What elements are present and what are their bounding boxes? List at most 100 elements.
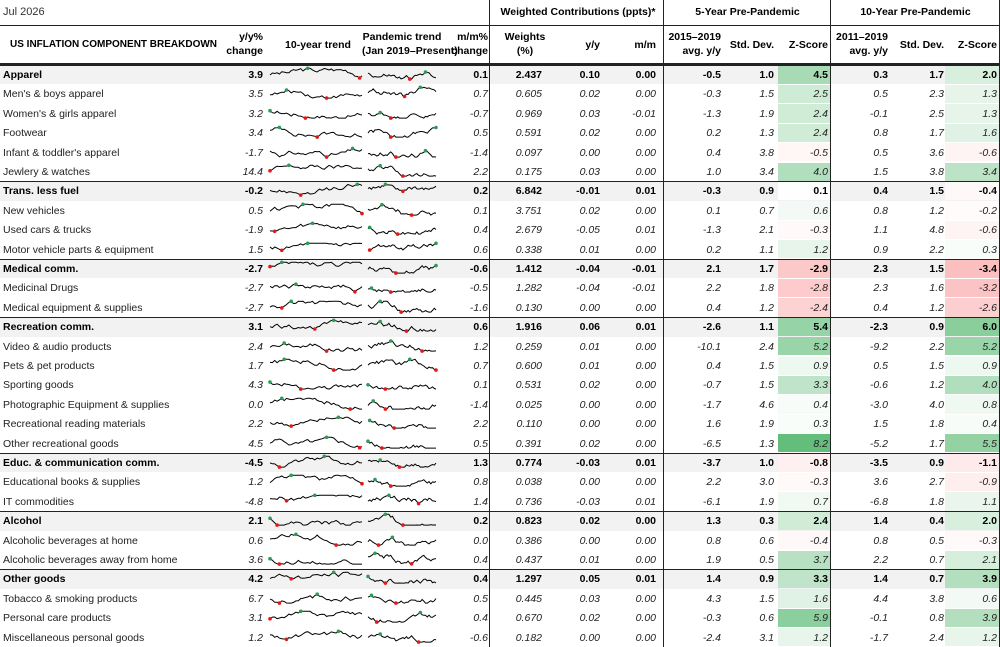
component-name: Men's & boys apparel bbox=[3, 88, 104, 101]
zscore-5yr: -0.5 bbox=[809, 146, 828, 159]
avg-5yr: 0.4 bbox=[706, 146, 721, 159]
pandemic-trend-sparkline bbox=[368, 551, 437, 566]
avg-5yr: 0.4 bbox=[706, 360, 721, 372]
avg-5yr: 0.2 bbox=[706, 243, 721, 256]
sparkline-low-marker bbox=[277, 601, 282, 605]
sparkline-low-marker bbox=[392, 426, 396, 431]
stddev-5yr: 0.7 bbox=[759, 204, 774, 217]
zscore-5yr: 0.1 bbox=[813, 185, 828, 198]
sparkline-low-marker bbox=[268, 264, 272, 269]
stddev-5yr: 1.2 bbox=[759, 301, 774, 314]
yy-change: 4.5 bbox=[248, 437, 263, 450]
contrib-mm: 0.01 bbox=[635, 224, 656, 237]
zscore-heat-cell bbox=[945, 84, 999, 104]
sparkline-path bbox=[367, 459, 437, 468]
pandemic-trend-sparkline bbox=[367, 357, 438, 372]
trend-10yr-sparkline bbox=[270, 88, 363, 101]
avg-10yr: 2.2 bbox=[873, 554, 888, 566]
weight: 0.605 bbox=[515, 88, 542, 101]
zscore-heat-cell bbox=[778, 608, 830, 628]
weight: 0.259 bbox=[515, 340, 542, 353]
sparkline-path bbox=[367, 479, 437, 488]
sparkline-path bbox=[367, 203, 437, 216]
zscore-5yr: -0.3 bbox=[809, 476, 828, 489]
stddev-10yr: 1.2 bbox=[929, 379, 944, 392]
sparkline-high-marker bbox=[355, 182, 360, 187]
zscore-heat-cell bbox=[778, 414, 830, 434]
trend-10yr-sparkline bbox=[269, 299, 363, 310]
sparkline-low-marker bbox=[401, 523, 405, 528]
sparkline-high-marker bbox=[369, 593, 374, 597]
sparkline-low-marker bbox=[394, 601, 398, 605]
contrib-mm: 0.01 bbox=[635, 321, 656, 334]
stddev-10yr: 1.8 bbox=[929, 495, 944, 508]
sparkline-high-marker bbox=[383, 182, 388, 187]
component-name: Medical comm. bbox=[3, 263, 79, 275]
avg-10yr: 3.6 bbox=[873, 476, 888, 489]
zscore-10yr: 5.2 bbox=[982, 340, 997, 353]
sparkline-high-marker bbox=[289, 473, 293, 478]
stddev-5yr: 1.9 bbox=[759, 418, 774, 431]
weight: 0.025 bbox=[515, 398, 542, 411]
stddev-5yr: 0.6 bbox=[759, 612, 774, 625]
trend-10yr-sparkline bbox=[269, 125, 363, 140]
yy-change: 2.2 bbox=[248, 418, 263, 431]
component-name: Alcoholic beverages at home bbox=[3, 534, 138, 547]
trend-10yr-sparkline bbox=[269, 241, 363, 252]
trend10-header: 10-year trend bbox=[285, 39, 351, 51]
sparkline-path bbox=[269, 610, 363, 620]
sparkline-high-marker bbox=[373, 551, 377, 556]
zscore-heat-cell bbox=[778, 395, 830, 414]
stddev-10yr: 2.3 bbox=[929, 88, 944, 101]
stddev-5yr: 1.0 bbox=[759, 457, 774, 469]
contrib-mm-header: m/m bbox=[634, 39, 656, 51]
zscore-heat-cell bbox=[778, 65, 830, 84]
zscore-10yr: 0.6 bbox=[982, 592, 997, 605]
sparkline-high-marker bbox=[408, 357, 412, 362]
zscore-10yr: 2.0 bbox=[982, 69, 997, 81]
zscore-heat-cell bbox=[778, 472, 830, 492]
pandemic-trend-sparkline bbox=[367, 398, 437, 411]
zscore-heat-cell bbox=[778, 143, 830, 162]
sparkline-high-marker bbox=[324, 435, 329, 439]
sparkline-low-marker bbox=[277, 465, 282, 469]
zscore-5yr: 3.3 bbox=[813, 379, 828, 392]
stddev-10yr: 2.2 bbox=[929, 340, 944, 353]
contrib-yy: -0.05 bbox=[576, 224, 600, 237]
mm-change: 0.4 bbox=[473, 612, 488, 625]
contrib-mm: 0.00 bbox=[635, 340, 656, 353]
mm-change: 1.3 bbox=[473, 457, 488, 469]
sparkline-high-marker bbox=[322, 454, 327, 459]
sparkline-low-marker bbox=[394, 154, 398, 159]
zscore-5yr: -2.9 bbox=[809, 263, 828, 275]
avg-10yr: 2.3 bbox=[873, 282, 888, 295]
weight: 0.591 bbox=[515, 127, 542, 140]
stddev-10yr: 2.2 bbox=[929, 243, 944, 256]
sparkline-low-marker bbox=[289, 424, 293, 429]
trend-10yr-sparkline bbox=[269, 415, 363, 429]
zscore-heat-cell bbox=[945, 492, 999, 511]
component-name: Footwear bbox=[3, 127, 47, 140]
stddev-5yr: 1.1 bbox=[759, 243, 774, 256]
sparkline-low-marker bbox=[357, 76, 362, 80]
zscore-heat-cell bbox=[778, 375, 830, 395]
avg-10yr: -2.3 bbox=[869, 321, 888, 334]
contrib-yy: 0.01 bbox=[579, 360, 600, 372]
trend-10yr-sparkline bbox=[269, 493, 363, 503]
yy-change: 1.2 bbox=[248, 476, 263, 489]
zscore-10yr: -3.4 bbox=[978, 263, 997, 275]
stddev-5yr: 1.9 bbox=[759, 107, 774, 120]
component-name: Recreation comm. bbox=[3, 321, 95, 334]
zscore-heat-cell bbox=[945, 278, 999, 298]
avg-10yr: -5.2 bbox=[869, 437, 888, 450]
weight: 0.391 bbox=[515, 437, 542, 450]
trend-10yr-sparkline bbox=[269, 532, 363, 547]
sparkline-low-marker bbox=[268, 169, 272, 173]
sparkline-path bbox=[269, 382, 363, 391]
mm-change: -0.6 bbox=[469, 631, 488, 644]
z10-header: Z-Score bbox=[957, 39, 997, 51]
zscore-heat-cell bbox=[778, 337, 830, 356]
mm-change: -1.4 bbox=[469, 146, 488, 159]
stddev-5yr: 1.5 bbox=[759, 88, 774, 101]
contrib-yy: 0.00 bbox=[579, 476, 600, 489]
